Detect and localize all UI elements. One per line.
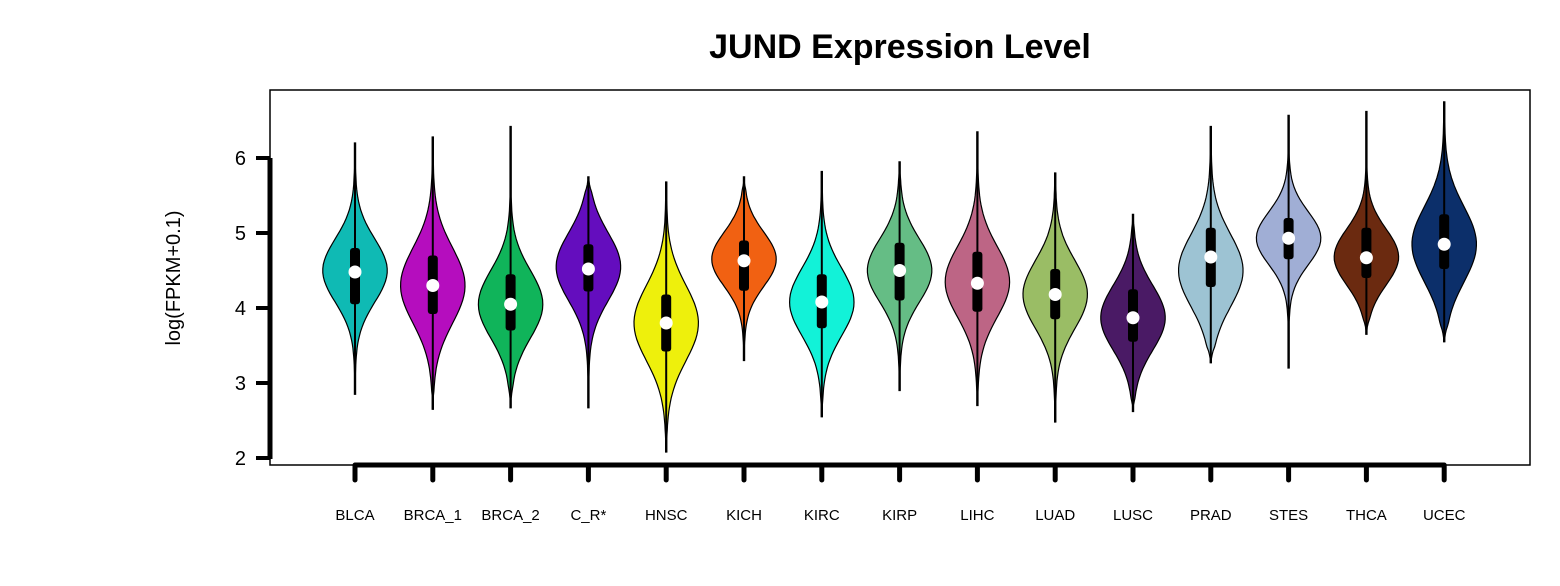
- x-tick-label: THCA: [1346, 507, 1387, 524]
- x-tick-label: C_R*: [570, 507, 606, 524]
- median-point: [1282, 231, 1296, 245]
- x-tick-label: KIRC: [804, 507, 840, 524]
- median-point: [737, 254, 751, 268]
- x-tick-label: HNSC: [645, 507, 688, 524]
- x-tick-label: KIRP: [882, 507, 917, 524]
- x-tick-label: KICH: [726, 507, 762, 524]
- median-point: [893, 264, 907, 277]
- median-point: [348, 265, 362, 279]
- median-point: [504, 297, 518, 311]
- x-ticks: BLCA BRCA_1 BRCA_2 C_R* HNSC KICH KIRC KIRP LIHC…: [335, 462, 1466, 524]
- x-tick-label: UCEC: [1423, 507, 1466, 524]
- x-tick-label: LIHC: [960, 507, 994, 524]
- y-ticks: 2 3 4 5 6: [235, 148, 270, 470]
- x-tick-label: LUSC: [1113, 507, 1153, 524]
- median-point: [1204, 250, 1218, 264]
- y-tick-label: 3: [235, 373, 246, 395]
- x-tick-label: PRAD: [1190, 507, 1232, 524]
- median-point: [815, 295, 829, 309]
- y-tick-label: 4: [235, 298, 246, 320]
- y-tick-label: 5: [235, 223, 246, 245]
- y-tick-label: 6: [235, 148, 246, 170]
- chart-title: JUND Expression Level: [709, 28, 1091, 66]
- median-point: [659, 316, 673, 330]
- x-tick-label: BRCA_2: [481, 507, 539, 524]
- median-point: [426, 279, 440, 292]
- median-point: [1359, 251, 1373, 265]
- median-point: [1048, 288, 1062, 301]
- y-tick-label: 2: [235, 448, 246, 470]
- median-point: [1437, 237, 1451, 251]
- x-tick-label: STES: [1269, 507, 1308, 524]
- x-tick-label: BLCA: [335, 507, 374, 524]
- y-axis-label: log(FPKM+0.1): [163, 210, 185, 345]
- violins: [322, 101, 1477, 453]
- median-point: [970, 276, 984, 290]
- median-point: [581, 262, 595, 276]
- x-tick-label: BRCA_1: [404, 507, 462, 524]
- x-tick-label: LUAD: [1035, 507, 1075, 524]
- median-point: [1126, 311, 1140, 325]
